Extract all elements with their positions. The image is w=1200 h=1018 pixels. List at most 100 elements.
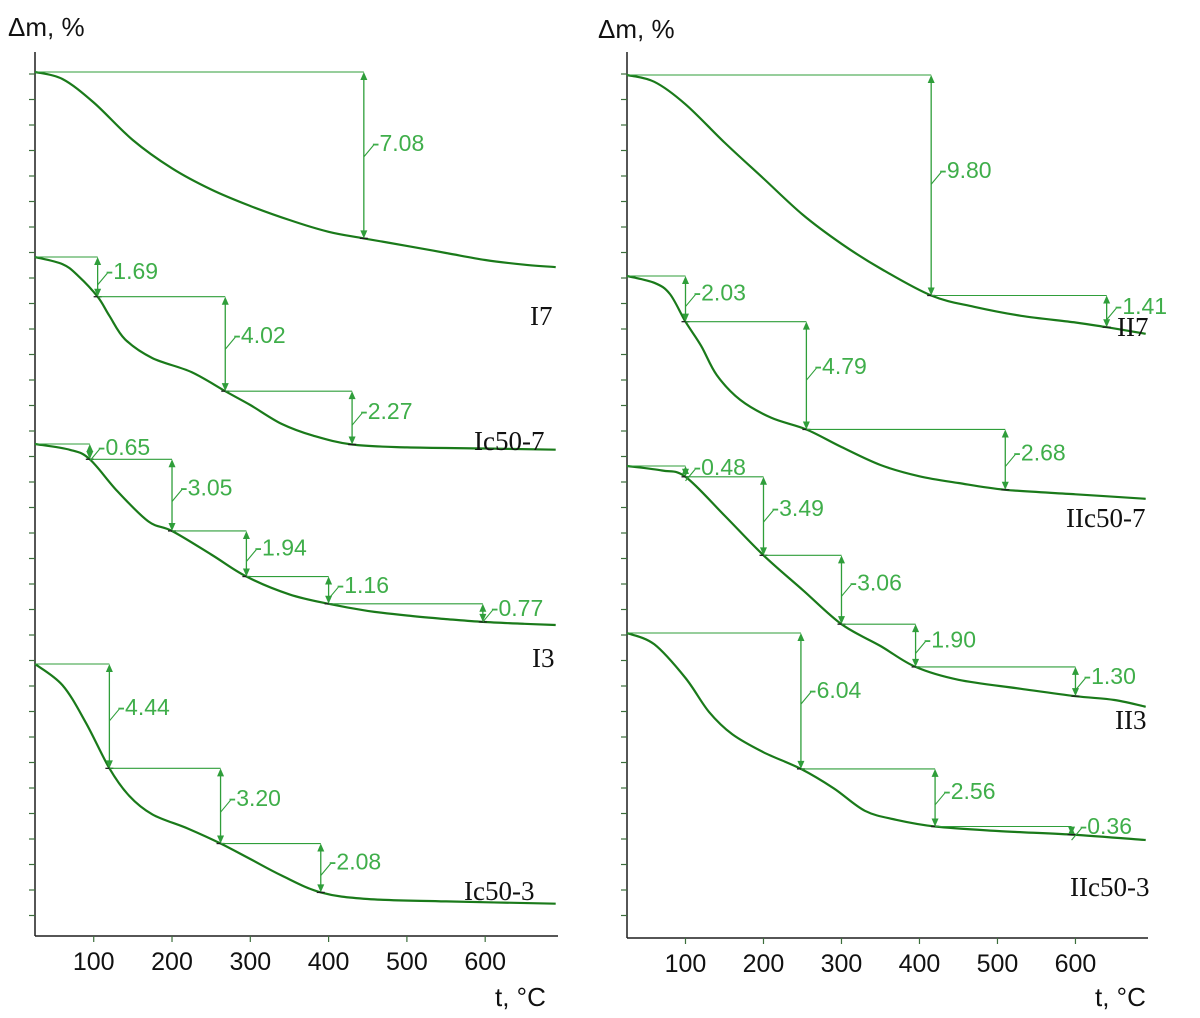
left-series-Ic50-7: -1.69 -4.02 -2.27 Ic50-7: [34, 255, 556, 456]
step-arrow-head-down: [759, 547, 767, 556]
step-arrow-head-down: [1068, 826, 1076, 835]
step-arrow-head-up: [479, 603, 487, 612]
step-arrow-head-up: [317, 843, 325, 852]
right-x-tick-label: 300: [821, 950, 863, 978]
step-arrow-head-down: [317, 884, 325, 893]
mass-loss-step: -3.06: [763, 554, 902, 625]
step-value-leader: [224, 336, 236, 350]
step-arrow-head-up: [217, 768, 225, 777]
step-arrow-head-up: [221, 296, 229, 305]
step-arrow-head-down: [837, 616, 845, 625]
left-x-tick-label: 500: [386, 948, 428, 976]
step-value-leader: [328, 586, 340, 600]
mass-loss-step: -1.94: [172, 530, 307, 578]
step-value-label: -4.79: [814, 353, 866, 379]
mass-loss-step: -0.77: [328, 595, 543, 623]
step-value-leader: [934, 792, 946, 806]
step-arrow-head-down: [94, 288, 102, 297]
step-arrow-head-up: [931, 768, 939, 777]
mass-loss-step: -2.56: [800, 768, 996, 828]
step-value-label: -6.04: [809, 677, 862, 703]
mass-loss-step: -1.41: [931, 293, 1167, 328]
mass-loss-step: -4.02: [97, 296, 286, 392]
right-x-tick-400: 400: [899, 938, 940, 978]
step-value-label: -0.36: [1080, 813, 1132, 839]
mass-loss-step: -1.69: [35, 256, 158, 298]
right-x-axis-label: t, °C: [1095, 982, 1146, 1012]
step-value-label: -2.68: [1013, 440, 1065, 466]
mass-loss-step: -2.68: [806, 428, 1066, 491]
step-arrow-head-up: [681, 276, 689, 284]
step-value-leader: [841, 583, 852, 597]
step-arrow-head-down: [681, 313, 689, 322]
step-arrow-head-up: [1103, 295, 1111, 304]
curve-label-II7: II7: [1117, 312, 1148, 342]
right-x-tick-100: 100: [665, 938, 706, 978]
step-arrow-head-up: [86, 444, 94, 452]
right-series-IIc50-7: -2.03 -4.79 -2.68 IIc50-7: [626, 274, 1146, 533]
left-x-tick-300: 300: [229, 936, 271, 976]
mass-loss-step: -0.36: [935, 813, 1132, 841]
step-arrow-head-up: [802, 321, 810, 330]
step-arrow-head-up: [105, 664, 113, 672]
step-arrow-head-down: [681, 468, 689, 477]
mass-loss-step: -0.65: [35, 434, 150, 462]
step-arrow-head-up: [1071, 666, 1079, 675]
tg-curve-IIc50-7: [626, 274, 1146, 500]
tg-curve-II7: [626, 73, 1146, 335]
step-arrow-head-down: [931, 818, 939, 827]
step-arrow-head-down: [217, 835, 225, 844]
step-value-label: -2.27: [360, 398, 412, 424]
step-value-label: -7.08: [372, 130, 424, 156]
step-arrow-head-up: [325, 576, 333, 585]
step-arrow-head-down: [348, 436, 356, 445]
step-value-label: -1.30: [1083, 663, 1135, 689]
step-value-leader: [245, 549, 257, 562]
left-x-tick-label: 600: [464, 948, 506, 976]
step-value-label: -1.41: [1115, 293, 1167, 319]
step-arrow-head-down: [927, 287, 935, 296]
mass-loss-step: -2.08: [220, 842, 381, 894]
step-arrow-head-down: [360, 230, 368, 239]
left-x-tick-label: 300: [229, 948, 271, 976]
step-value-leader: [220, 799, 231, 813]
step-arrow-head-down: [221, 383, 229, 392]
step-arrow-head-up: [759, 476, 767, 485]
mass-loss-step: -3.05: [89, 458, 232, 532]
left-x-tick-100: 100: [73, 936, 115, 976]
step-value-label: -3.49: [771, 495, 823, 521]
step-arrow-head-down: [912, 658, 920, 667]
step-arrow-head-down: [242, 568, 250, 577]
tg-curve-IIc50-3: [626, 631, 1146, 842]
step-arrow-head-down: [802, 421, 810, 430]
right-series-II3: -0.48 -3.49 -3.06 -1.90 -1.30 II3: [626, 454, 1146, 735]
step-value-label: -4.02: [233, 322, 285, 348]
step-value-label: -1.69: [106, 258, 158, 284]
left-x-tick-label: 200: [151, 948, 193, 976]
mass-loss-step: -4.44: [35, 663, 170, 769]
left-x-tick-400: 400: [308, 936, 350, 976]
curve-label-IIc50-7: IIc50-7: [1066, 503, 1145, 533]
step-arrow-head-up: [1001, 429, 1009, 438]
step-arrow-head-down: [325, 595, 333, 604]
step-value-leader: [171, 489, 183, 502]
tg-curve-Ic50-3: [34, 663, 556, 905]
right-series-IIc50-3: -6.04 -2.56 -0.36 IIc50-3: [626, 631, 1149, 902]
left-plot-area: -7.08 I7 -1.69 -4.02 -2.27 Ic50-7 -0.65 -3.05 -1…: [34, 70, 556, 906]
step-value-label: -1.90: [924, 626, 976, 652]
step-arrow-head-up: [797, 633, 805, 641]
step-value-label: -0.48: [693, 454, 745, 480]
step-value-leader: [915, 641, 927, 654]
step-arrow-head-up: [837, 555, 845, 564]
step-value-leader: [805, 367, 817, 381]
mass-loss-step: -6.04: [627, 632, 862, 770]
mass-loss-step: -4.79: [685, 321, 867, 431]
step-value-leader: [1075, 677, 1086, 691]
left-x-tick-500: 500: [386, 936, 428, 976]
step-value-leader: [320, 863, 332, 876]
left-panel: Δm, % 100 200 300 400 500 600 t, °C -7.08I7-1…: [8, 12, 558, 1012]
step-value-label: -2.08: [329, 849, 381, 875]
curve-label-I3: I3: [532, 643, 555, 673]
left-x-tick-label: 400: [308, 948, 350, 976]
